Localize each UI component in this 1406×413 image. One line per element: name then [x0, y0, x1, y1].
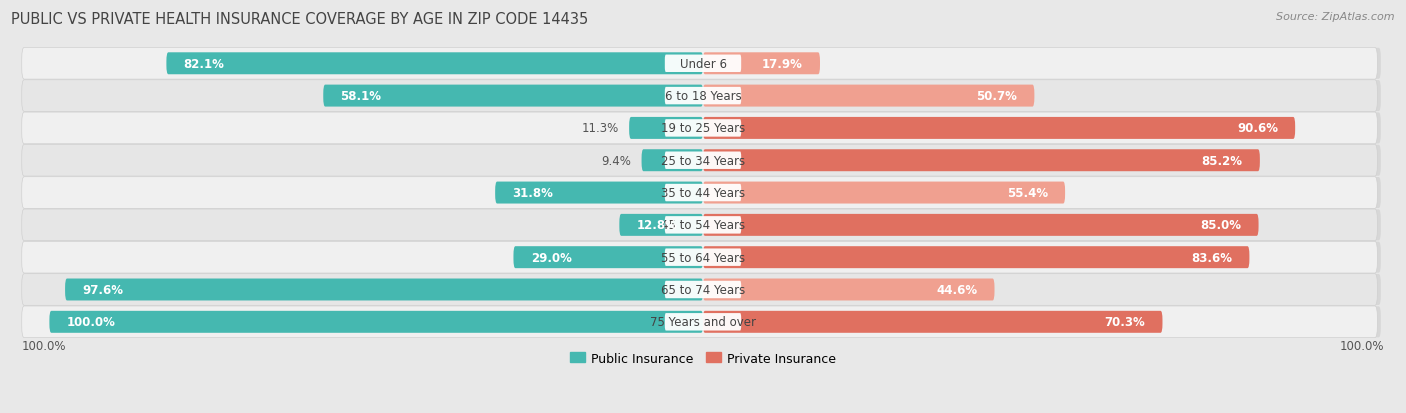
FancyBboxPatch shape — [703, 85, 1035, 107]
FancyBboxPatch shape — [25, 306, 1381, 337]
FancyBboxPatch shape — [665, 152, 741, 170]
Text: 85.2%: 85.2% — [1202, 154, 1243, 167]
FancyBboxPatch shape — [21, 113, 1378, 145]
Text: 82.1%: 82.1% — [184, 58, 225, 71]
Text: 100.0%: 100.0% — [22, 339, 66, 352]
Text: 70.3%: 70.3% — [1105, 316, 1146, 328]
FancyBboxPatch shape — [21, 242, 1378, 273]
FancyBboxPatch shape — [25, 210, 1381, 241]
FancyBboxPatch shape — [25, 49, 1381, 80]
FancyBboxPatch shape — [21, 81, 1378, 112]
FancyBboxPatch shape — [665, 281, 741, 299]
FancyBboxPatch shape — [25, 145, 1381, 176]
FancyBboxPatch shape — [665, 55, 741, 73]
Text: 50.7%: 50.7% — [976, 90, 1017, 103]
FancyBboxPatch shape — [665, 184, 741, 202]
FancyBboxPatch shape — [21, 209, 1378, 241]
Text: 55 to 64 Years: 55 to 64 Years — [661, 251, 745, 264]
FancyBboxPatch shape — [703, 247, 1250, 268]
FancyBboxPatch shape — [665, 313, 741, 331]
Text: Under 6: Under 6 — [679, 58, 727, 71]
Text: 12.8%: 12.8% — [637, 219, 678, 232]
Text: 31.8%: 31.8% — [512, 187, 553, 199]
Text: 58.1%: 58.1% — [340, 90, 381, 103]
FancyBboxPatch shape — [703, 214, 1258, 236]
Text: 100.0%: 100.0% — [66, 316, 115, 328]
Text: 100.0%: 100.0% — [1340, 339, 1384, 352]
FancyBboxPatch shape — [21, 177, 1378, 209]
FancyBboxPatch shape — [323, 85, 703, 107]
FancyBboxPatch shape — [703, 53, 820, 75]
FancyBboxPatch shape — [703, 118, 1295, 140]
FancyBboxPatch shape — [665, 120, 741, 137]
FancyBboxPatch shape — [25, 274, 1381, 305]
Text: 35 to 44 Years: 35 to 44 Years — [661, 187, 745, 199]
Text: 90.6%: 90.6% — [1237, 122, 1278, 135]
FancyBboxPatch shape — [665, 88, 741, 105]
FancyBboxPatch shape — [703, 182, 1066, 204]
FancyBboxPatch shape — [628, 118, 703, 140]
FancyBboxPatch shape — [513, 247, 703, 268]
Text: 45 to 54 Years: 45 to 54 Years — [661, 219, 745, 232]
FancyBboxPatch shape — [495, 182, 703, 204]
FancyBboxPatch shape — [21, 145, 1378, 177]
FancyBboxPatch shape — [25, 178, 1381, 209]
FancyBboxPatch shape — [21, 274, 1378, 306]
FancyBboxPatch shape — [25, 113, 1381, 144]
FancyBboxPatch shape — [166, 53, 703, 75]
Text: Source: ZipAtlas.com: Source: ZipAtlas.com — [1277, 12, 1395, 22]
FancyBboxPatch shape — [641, 150, 703, 172]
Text: 19 to 25 Years: 19 to 25 Years — [661, 122, 745, 135]
Text: 55.4%: 55.4% — [1007, 187, 1047, 199]
Text: 29.0%: 29.0% — [530, 251, 571, 264]
FancyBboxPatch shape — [665, 249, 741, 266]
FancyBboxPatch shape — [703, 150, 1260, 172]
Text: 11.3%: 11.3% — [582, 122, 619, 135]
FancyBboxPatch shape — [665, 216, 741, 234]
Text: PUBLIC VS PRIVATE HEALTH INSURANCE COVERAGE BY AGE IN ZIP CODE 14435: PUBLIC VS PRIVATE HEALTH INSURANCE COVER… — [11, 12, 589, 27]
FancyBboxPatch shape — [65, 279, 703, 301]
Text: 9.4%: 9.4% — [602, 154, 631, 167]
Text: 75 Years and over: 75 Years and over — [650, 316, 756, 328]
FancyBboxPatch shape — [25, 242, 1381, 273]
Text: 6 to 18 Years: 6 to 18 Years — [665, 90, 741, 103]
FancyBboxPatch shape — [25, 81, 1381, 112]
Text: 97.6%: 97.6% — [83, 283, 124, 296]
Legend: Public Insurance, Private Insurance: Public Insurance, Private Insurance — [565, 347, 841, 370]
Text: 44.6%: 44.6% — [936, 283, 977, 296]
FancyBboxPatch shape — [703, 311, 1163, 333]
Text: 25 to 34 Years: 25 to 34 Years — [661, 154, 745, 167]
Text: 85.0%: 85.0% — [1201, 219, 1241, 232]
FancyBboxPatch shape — [703, 279, 994, 301]
FancyBboxPatch shape — [21, 306, 1378, 338]
Text: 17.9%: 17.9% — [762, 58, 803, 71]
FancyBboxPatch shape — [619, 214, 703, 236]
FancyBboxPatch shape — [21, 48, 1378, 80]
Text: 83.6%: 83.6% — [1191, 251, 1232, 264]
Text: 65 to 74 Years: 65 to 74 Years — [661, 283, 745, 296]
FancyBboxPatch shape — [49, 311, 703, 333]
